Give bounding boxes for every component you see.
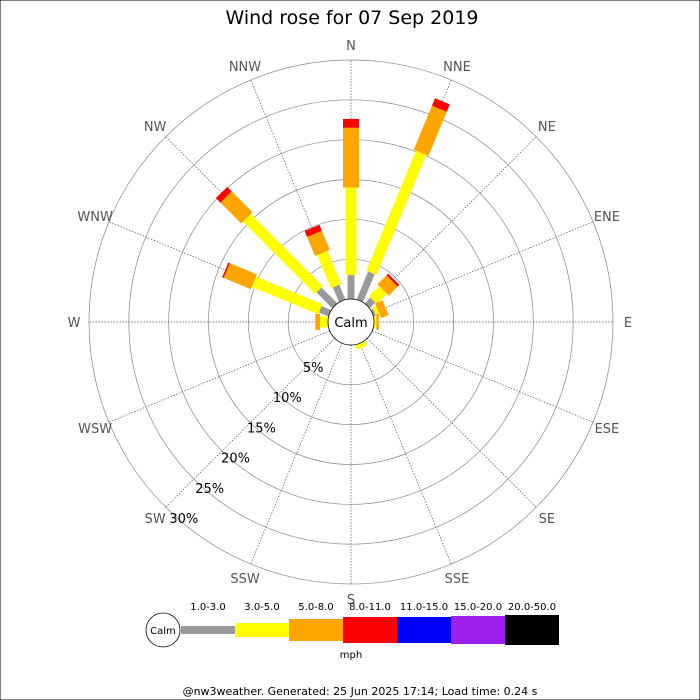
legend-label-1: 1.0-3.0 [190, 602, 225, 613]
radial-tick-30: 30% [169, 512, 198, 527]
direction-label-nnw: NNW [229, 60, 261, 75]
wind-bars [215, 98, 450, 350]
legend-swatch-3 [289, 619, 343, 641]
direction-labels: N NNE NE ENE E ESE SE SSE S SSW SW WSW W WNW NW NNW [68, 39, 633, 608]
spoke-ne [367, 136, 537, 306]
bar-nw-bin-1 [316, 287, 338, 309]
direction-label-s: S [347, 593, 355, 608]
legend-label-4: 8.0-11.0 [349, 602, 391, 613]
bar-nnw-bin-4 [304, 224, 322, 237]
spoke-ene [372, 221, 594, 314]
bar-nnw-bin-2 [317, 250, 342, 289]
legend-calm-label: Calm [150, 626, 176, 637]
spoke-sw [165, 338, 335, 508]
legend-swatch-7 [505, 615, 559, 645]
bar-nnw-bin-3 [307, 230, 330, 256]
legend-label-2: 3.0-5.0 [244, 602, 279, 613]
bar-wnw-bin-4 [222, 262, 230, 278]
grid-circle-6 [88, 59, 614, 585]
bar-nne-bin-2 [366, 150, 427, 275]
bar-nne-bin-4 [431, 98, 450, 112]
bar-ne-bin-3 [377, 275, 398, 296]
legend-swatch-5 [397, 617, 451, 643]
bar-wnw-bin-3 [223, 263, 258, 290]
spoke-sse [359, 343, 452, 565]
direction-label-wnw: WNW [77, 210, 113, 225]
direction-label-ene: ENE [594, 210, 620, 225]
legend-label-3: 5.0-8.0 [298, 602, 333, 613]
direction-label-nne: NNE [443, 60, 471, 75]
bar-nnw-bin-1 [332, 284, 346, 303]
bar-ne-bin-4 [386, 273, 400, 287]
bar-ene-bin-3 [375, 300, 389, 319]
bar-nw-bin-3 [220, 191, 253, 224]
bar-sse-bin-2 [354, 341, 367, 350]
radial-tick-20: 20% [221, 452, 250, 467]
legend: Calm 1.0-3.0 3.0-5.0 5.0-8.0 8.0-11.0 11.0-15… [145, 602, 559, 661]
bar-nne-bin-1 [356, 271, 375, 303]
direction-label-wsw: WSW [78, 422, 112, 437]
spoke-ese [372, 330, 594, 423]
radial-tick-10: 10% [273, 391, 302, 406]
direction-label-e: E [624, 316, 632, 331]
footer-text: @nw3weather. Generated: 25 Jun 2025 17:1… [183, 685, 538, 698]
radial-tick-labels: 5%10% 15% 20% 25% 30% [169, 361, 323, 527]
spoke-ssw [250, 343, 343, 565]
radial-tick-25: 25% [195, 482, 224, 497]
direction-label-ssw: SSW [230, 572, 260, 587]
legend-label-6: 15.0-20.0 [454, 602, 502, 613]
bar-wnw-bin-1 [318, 306, 332, 317]
bar-nw-bin-4 [215, 186, 232, 203]
direction-label-ese: ESE [595, 422, 620, 437]
direction-label-nw: NW [144, 120, 167, 135]
spoke-wsw [108, 330, 330, 423]
chart-title: Wind rose for 07 Sep 2019 [225, 7, 478, 29]
bar-ene-bin-2 [372, 305, 381, 318]
legend-swatch-4 [343, 617, 397, 643]
bar-ne-bin-2 [369, 286, 387, 304]
bar-nne-bin-3 [413, 105, 447, 156]
bar-wnw-bin-2 [251, 276, 323, 315]
legend-label-7: 20.0-50.0 [508, 602, 556, 613]
legend-swatch-2 [235, 623, 289, 637]
legend-label-5: 11.0-15.0 [400, 602, 448, 613]
direction-label-sse: SSE [445, 572, 470, 587]
legend-calm-circle [145, 612, 181, 648]
direction-label-sw: SW [145, 512, 166, 527]
bar-ne-bin-1 [364, 297, 376, 309]
radial-tick-5: 5% [303, 361, 324, 376]
legend-swatch-6 [451, 616, 505, 644]
direction-label-ne: NE [538, 120, 556, 135]
calm-circle [327, 298, 375, 346]
legend-swatch-1 [181, 626, 235, 634]
radial-tick-15: 15% [247, 421, 276, 436]
calm-label: Calm [334, 316, 367, 331]
legend-units: mph [340, 650, 362, 661]
direction-label-w: W [68, 316, 81, 331]
direction-label-n: N [346, 39, 356, 54]
bar-nw-bin-2 [242, 213, 323, 294]
spoke-se [367, 338, 537, 508]
direction-label-se: SE [539, 512, 555, 527]
